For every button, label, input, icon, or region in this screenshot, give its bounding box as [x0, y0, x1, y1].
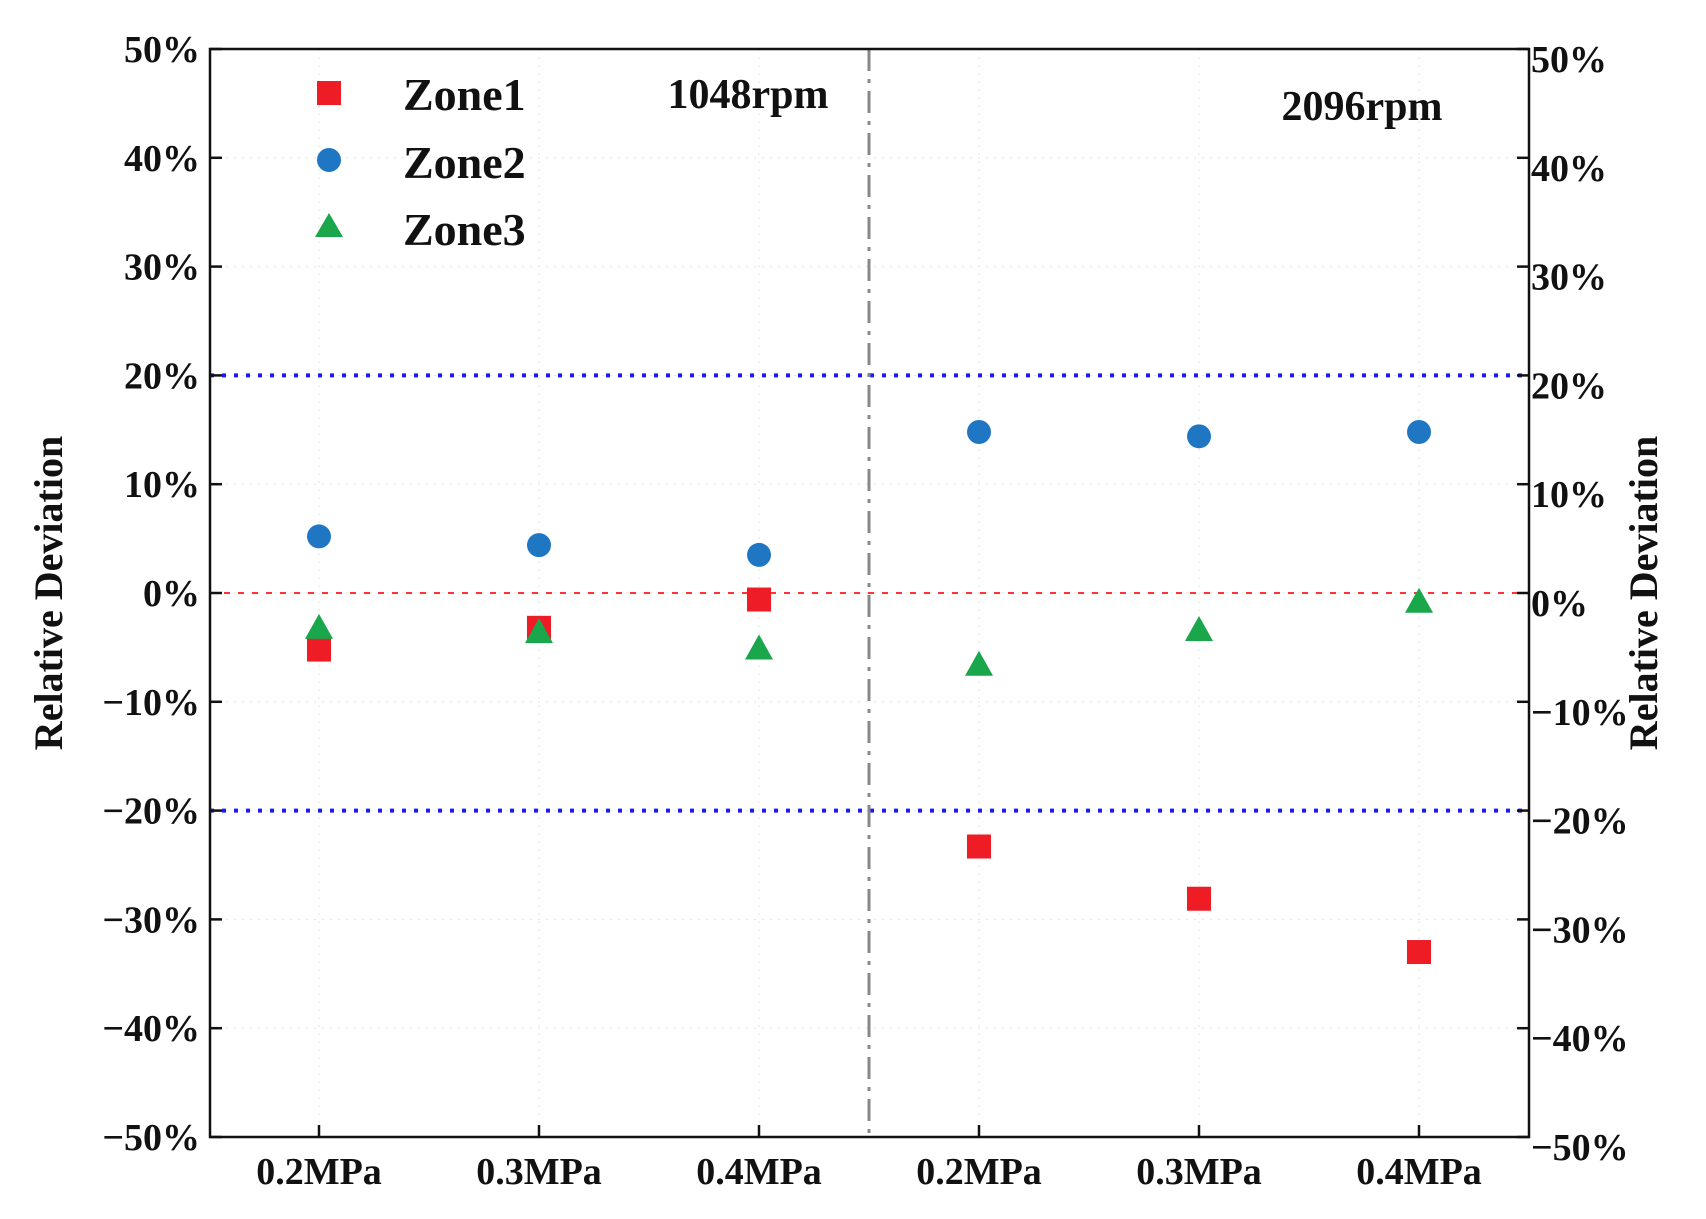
y-tick-label-right: −30%	[1531, 909, 1629, 951]
y-tick-label-left: −50%	[102, 1117, 200, 1159]
y-tick-label-left: −10%	[102, 682, 200, 724]
y-tick-label-right: −40%	[1531, 1018, 1629, 1060]
zone2-point	[967, 419, 991, 444]
y-tick-label-left: −20%	[102, 791, 200, 833]
zone1-point	[747, 587, 771, 612]
legend-zone1-label: Zone1	[403, 69, 526, 120]
y-tick-label-left: −30%	[102, 899, 200, 941]
y-tick-label-left: −40%	[102, 1008, 200, 1050]
x-tick-label: 0.2MPa	[916, 1151, 1042, 1193]
legend-zone3-label: Zone3	[403, 204, 526, 255]
legend: Zone1 Zone2 Zone3	[315, 69, 526, 255]
y-tick-label-left: 0%	[143, 573, 200, 615]
legend-zone3-marker	[315, 213, 343, 237]
x-tick-label: 0.2MPa	[256, 1151, 382, 1193]
zone1-point	[1187, 886, 1211, 911]
group-label-2096rpm: 2096rpm	[1282, 84, 1443, 130]
y-tick-label-right: −10%	[1531, 692, 1629, 734]
zone1-point	[967, 834, 991, 859]
zone1-point	[1407, 940, 1431, 965]
y-tick-label-right: 20%	[1531, 365, 1607, 407]
zone3-point	[745, 634, 773, 660]
zone2-point	[1407, 419, 1431, 444]
y-tick-label-left: 20%	[124, 355, 200, 397]
zone1-point	[307, 637, 331, 662]
x-tick-label: 0.3MPa	[1136, 1151, 1262, 1193]
zone2-point	[1187, 424, 1211, 449]
y-tick-label-left: 50%	[124, 29, 200, 71]
zone3-point	[965, 650, 993, 676]
y-tick-label-left: 40%	[124, 138, 200, 180]
legend-zone1-marker	[317, 81, 341, 105]
zone3-point	[525, 618, 553, 644]
y-axis-title-left: Relative Deviation	[26, 436, 71, 750]
zone3-point	[1185, 615, 1213, 641]
y-tick-label-right: 40%	[1531, 148, 1607, 190]
zone2-point	[747, 542, 771, 567]
legend-zone2-label: Zone2	[403, 137, 526, 188]
group-label-1048rpm: 1048rpm	[668, 72, 829, 118]
zone3-point	[1405, 587, 1433, 613]
y-axis-title-right: Relative Deviation	[1621, 436, 1666, 750]
x-tick-label: 0.3MPa	[476, 1151, 602, 1193]
y-tick-label-right: 30%	[1531, 257, 1607, 299]
y-tick-label-right: 50%	[1531, 39, 1607, 81]
zone3-point	[305, 613, 333, 639]
y-tick-label-right: −50%	[1531, 1127, 1629, 1169]
x-tick-label: 0.4MPa	[1356, 1151, 1482, 1193]
zone2-point	[527, 533, 551, 558]
y-tick-label-right: 0%	[1531, 583, 1588, 625]
x-tick-label: 0.4MPa	[696, 1151, 822, 1193]
y-tick-label-left: 30%	[124, 247, 200, 289]
y-tick-label-right: −20%	[1531, 801, 1629, 843]
zone2-point	[307, 524, 331, 549]
legend-zone2-marker	[317, 148, 341, 172]
y-tick-label-left: 10%	[124, 464, 200, 506]
y-tick-label-right: 10%	[1531, 474, 1607, 516]
